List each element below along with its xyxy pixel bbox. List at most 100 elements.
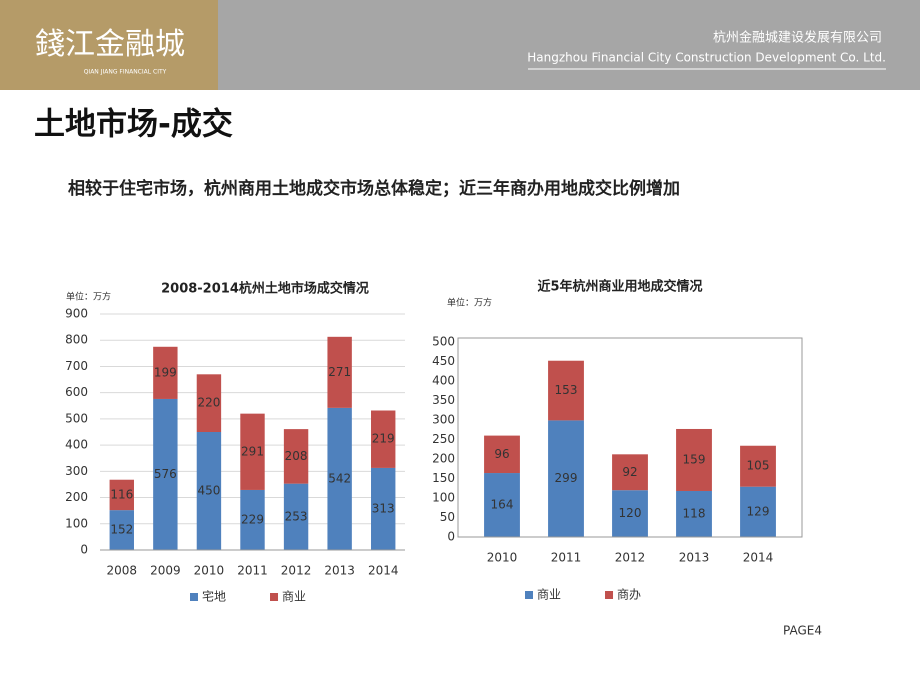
- data-label: 220: [197, 396, 220, 410]
- y-tick-label: 0: [80, 543, 88, 557]
- data-label: 164: [491, 498, 514, 512]
- data-label: 120: [619, 506, 642, 520]
- chart-title: 2008-2014杭州土地市场成交情况: [161, 281, 369, 297]
- bar-segment: [153, 346, 178, 399]
- y-tick-label: 0: [447, 530, 455, 544]
- x-tick-label: 2010: [194, 564, 225, 578]
- y-tick-label: 500: [65, 411, 88, 425]
- legend-swatch: [190, 593, 198, 601]
- bar-segment: [327, 407, 352, 550]
- bar-segment: [109, 479, 134, 511]
- data-label: 542: [328, 471, 351, 485]
- data-label: 92: [622, 465, 637, 479]
- y-tick-label: 200: [432, 452, 455, 466]
- bar-segment: [327, 336, 352, 408]
- y-tick-label: 800: [65, 333, 88, 347]
- company-cn: 杭州金融城建设发展有限公司: [713, 30, 882, 46]
- bar-segment: [548, 420, 584, 537]
- y-tick-label: 100: [65, 516, 88, 530]
- y-tick-label: 50: [440, 510, 455, 524]
- data-label: 118: [683, 506, 706, 520]
- bar-segment: [740, 445, 776, 487]
- bar-segment: [484, 473, 520, 537]
- data-label: 450: [197, 484, 220, 498]
- bar-segment: [548, 360, 584, 421]
- bar-segment: [612, 490, 648, 537]
- y-tick-label: 300: [65, 464, 88, 478]
- slide-title: 土地市场-成交: [34, 107, 233, 143]
- x-tick-label: 2012: [281, 564, 312, 578]
- legend-swatch: [525, 591, 533, 599]
- y-tick-label: 450: [432, 354, 455, 368]
- bar-segment: [484, 435, 520, 474]
- legend-label: 商业: [282, 589, 306, 604]
- x-tick-label: 2011: [237, 564, 268, 578]
- data-label: 299: [555, 471, 578, 485]
- data-label: 313: [372, 501, 395, 515]
- unit-label: 单位：万方: [66, 291, 111, 303]
- data-label: 229: [241, 512, 264, 526]
- y-tick-label: 100: [432, 491, 455, 505]
- bar-segment: [196, 374, 222, 432]
- x-tick-label: 2014: [368, 564, 399, 578]
- bar-segment: [371, 467, 396, 550]
- data-label: 291: [241, 444, 264, 458]
- y-tick-label: 400: [65, 438, 88, 452]
- x-tick-label: 2014: [743, 551, 774, 565]
- legend-label: 商办: [617, 587, 641, 602]
- x-tick-label: 2008: [107, 564, 138, 578]
- bar-segment: [740, 486, 776, 537]
- y-tick-label: 250: [432, 432, 455, 446]
- data-label: 153: [555, 383, 578, 397]
- data-label: 576: [154, 467, 177, 481]
- x-tick-label: 2010: [487, 551, 518, 565]
- bar-segment: [283, 483, 309, 550]
- x-tick-label: 2009: [150, 564, 181, 578]
- y-tick-label: 500: [432, 335, 455, 349]
- company-en: Hangzhou Financial City Construction Dev…: [527, 51, 886, 65]
- bar-segment: [109, 510, 134, 550]
- logo: 錢江金融城: [35, 27, 185, 62]
- legend-swatch: [270, 593, 279, 601]
- data-label: 116: [110, 487, 133, 501]
- logo-en: QIAN JIANG FINANCIAL CITY: [84, 69, 167, 76]
- y-tick-label: 900: [65, 307, 88, 321]
- y-tick-label: 350: [432, 393, 455, 407]
- data-label: 208: [285, 449, 308, 463]
- bar-segment: [153, 398, 178, 550]
- data-label: 271: [328, 365, 351, 379]
- chart-title: 近5年杭州商业用地成交情况: [537, 279, 702, 295]
- data-label: 152: [110, 523, 133, 537]
- y-tick-label: 700: [65, 359, 88, 373]
- bar-segment: [676, 428, 712, 491]
- y-tick-label: 300: [432, 413, 455, 427]
- x-tick-label: 2013: [324, 564, 355, 578]
- data-label: 129: [747, 504, 770, 518]
- subtitle: 相较于住宅市场，杭州商用土地成交市场总体稳定；近三年商办用地成交比例增加: [68, 178, 680, 199]
- data-label: 159: [683, 452, 706, 466]
- y-tick-label: 400: [432, 374, 455, 388]
- data-label: 105: [747, 459, 770, 473]
- y-tick-label: 200: [65, 490, 88, 504]
- logo-box: [0, 0, 218, 90]
- bar-segment: [612, 454, 648, 491]
- legend-label: 商业: [537, 587, 561, 602]
- legend-label: 宅地: [202, 589, 226, 604]
- bar-segment: [283, 429, 309, 484]
- y-tick-label: 150: [432, 471, 455, 485]
- x-tick-label: 2011: [551, 551, 582, 565]
- x-tick-label: 2012: [615, 551, 646, 565]
- bar-segment: [676, 490, 712, 537]
- data-label: 96: [494, 447, 509, 461]
- y-tick-label: 600: [65, 385, 88, 399]
- data-label: 253: [285, 509, 308, 523]
- unit-label: 单位：万方: [447, 297, 492, 309]
- x-tick-label: 2013: [679, 551, 710, 565]
- page-number: PAGE4: [783, 624, 822, 638]
- bar-segment: [196, 432, 222, 550]
- bar-segment: [371, 410, 396, 468]
- legend-swatch: [605, 591, 614, 599]
- bar-segment: [240, 413, 265, 490]
- data-label: 219: [372, 432, 395, 446]
